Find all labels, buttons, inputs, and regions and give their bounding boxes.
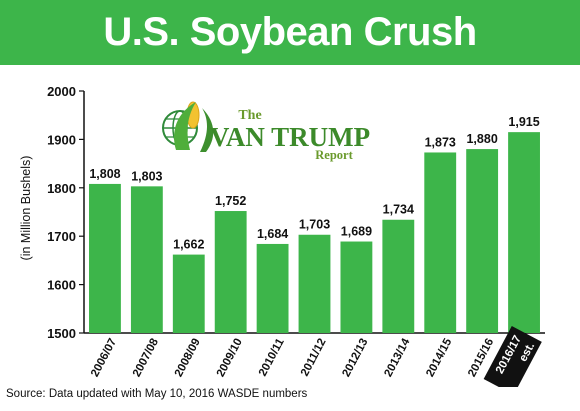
- title-banner: U.S. Soybean Crush: [0, 0, 580, 65]
- bar: [89, 183, 121, 333]
- x-tick-label: 2010/11: [257, 336, 287, 378]
- x-tick-label: 2012/13: [340, 337, 370, 379]
- x-tick-label-text: 2011/12: [299, 337, 329, 379]
- logo-the-text: The: [238, 108, 261, 123]
- bar: [382, 219, 415, 333]
- y-tick-label: 2000: [47, 84, 76, 99]
- bar: [508, 132, 540, 333]
- bar-series: 1,808 1,803 1,662 1,752 1,684 1,703 1,689 1,734…: [89, 115, 540, 333]
- data-label: 1,689: [341, 225, 372, 239]
- y-tick-label: 1700: [47, 229, 76, 244]
- bar-chart: The VAN TRUMP Report 1500 1600 1700 1800 190…: [19, 84, 545, 387]
- chart-title: U.S. Soybean Crush: [103, 10, 477, 54]
- bar: [424, 152, 457, 333]
- y-tick-label: 1900: [47, 132, 76, 147]
- bar: [130, 186, 163, 333]
- x-tick-label-text: 2008/09: [173, 337, 203, 379]
- x-tick-label: 2008/09: [173, 337, 203, 379]
- x-tick-label-text: 2014/15: [424, 336, 454, 379]
- data-label: 1,703: [299, 218, 330, 232]
- data-label: 1,734: [383, 203, 414, 217]
- bar: [340, 241, 373, 333]
- logo-main-text: VAN TRUMP: [210, 122, 370, 152]
- bar: [214, 211, 247, 333]
- x-axis-labels: 2006/07 2007/08 2008/09 2009/10 2010/11 2011/…: [89, 325, 542, 387]
- van-trump-logo: The VAN TRUMP Report: [162, 101, 370, 162]
- x-tick-label-text: 2009/10: [215, 337, 245, 379]
- x-tick-label: 2009/10: [215, 337, 245, 379]
- bar: [256, 243, 289, 333]
- x-tick-label: 2014/15: [424, 336, 454, 379]
- logo-sub-text: Report: [315, 148, 353, 162]
- y-tick-label: 1500: [47, 326, 76, 341]
- x-tick-label: 2007/08: [131, 336, 161, 379]
- data-label: 1,915: [508, 115, 539, 129]
- y-axis-title: (in Million Bushels): [19, 156, 33, 261]
- x-tick-label: 2011/12: [299, 337, 329, 379]
- x-tick-label: 2013/14: [382, 336, 412, 379]
- data-label: 1,662: [173, 238, 204, 252]
- data-label: 1,873: [425, 135, 456, 149]
- x-tick-label-text: 2006/07: [89, 337, 119, 379]
- y-tick-label: 1600: [47, 278, 76, 293]
- data-label: 1,803: [131, 169, 162, 183]
- bar: [466, 149, 499, 333]
- data-label: 1,808: [89, 167, 120, 181]
- x-tick-label-text: 2007/08: [131, 336, 161, 379]
- x-tick-label-text: 2013/14: [382, 336, 412, 379]
- y-tick-label: 1800: [47, 181, 76, 196]
- x-tick-label-highlight: [483, 325, 542, 387]
- data-label: 1,880: [466, 132, 497, 146]
- bar: [298, 234, 331, 333]
- source-note: Source: Data updated with May 10, 2016 W…: [6, 388, 308, 400]
- x-tick-label: 2006/07: [89, 337, 119, 379]
- data-label: 1,684: [257, 227, 288, 241]
- x-tick-label-text: 2010/11: [257, 336, 287, 378]
- x-tick-label-text: 2012/13: [340, 337, 370, 379]
- bar: [172, 254, 205, 333]
- data-label: 1,752: [215, 194, 246, 208]
- corn-icon: [174, 101, 214, 152]
